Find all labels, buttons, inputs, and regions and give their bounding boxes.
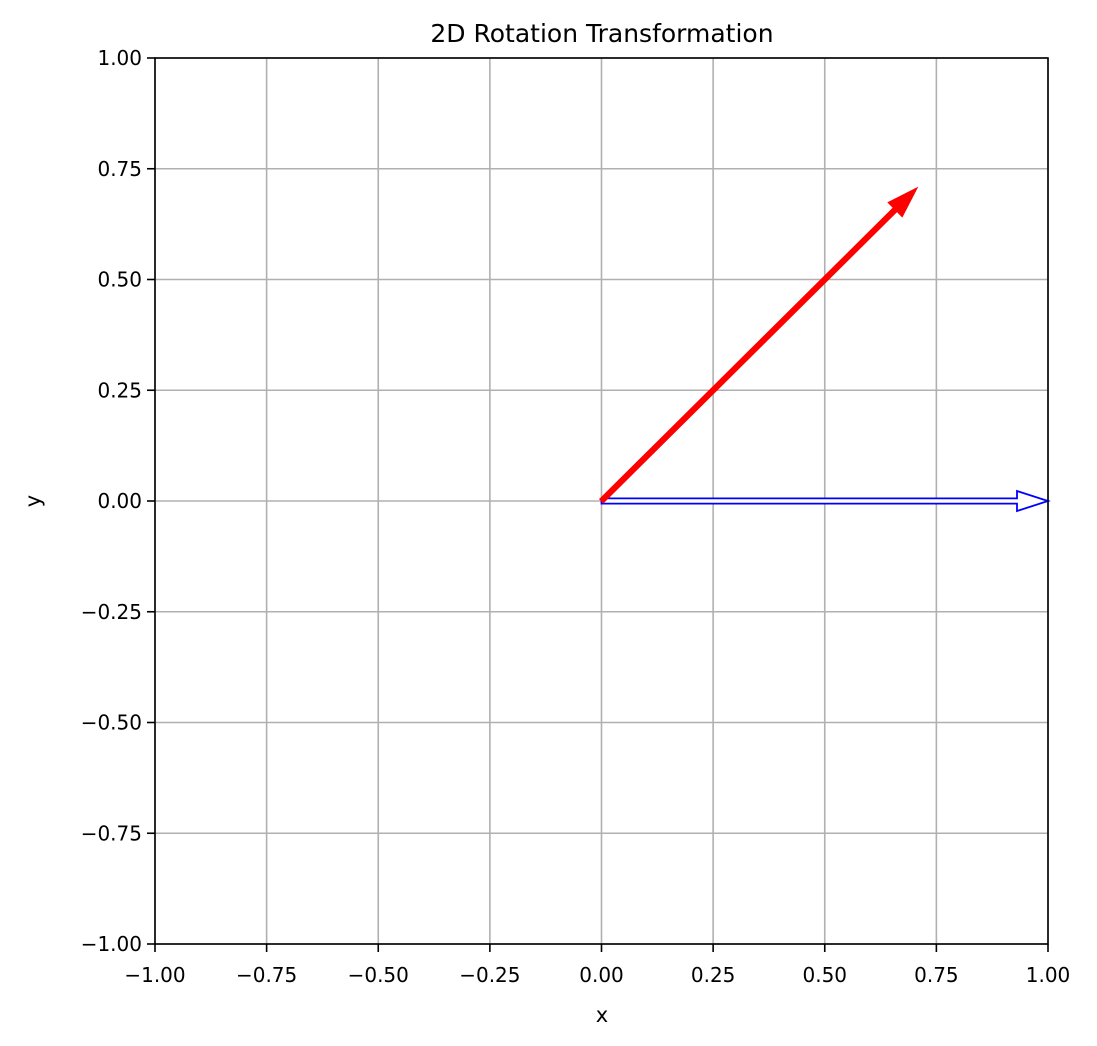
y-tick-label: 1.00 [97, 46, 142, 70]
vector-arrow-1 [600, 489, 1051, 513]
x-tick-label: 0.25 [691, 963, 736, 987]
y-tick-label: −0.25 [81, 600, 142, 624]
ticks: −1.00 −1.00 −0.75 −0.75 −0.50 −0.50 −0.25 −0.25… [81, 46, 1071, 987]
x-tick-label: −0.50 [348, 963, 409, 987]
x-tick-label: −1.00 [124, 963, 185, 987]
vectors [598, 186, 1051, 513]
y-tick-label: −0.75 [81, 821, 142, 845]
x-tick-label: −0.25 [459, 963, 520, 987]
chart-title: 2D Rotation Transformation [430, 19, 773, 48]
x-tick-label: −0.75 [236, 963, 297, 987]
y-tick-label: 0.00 [97, 489, 142, 513]
x-tick-label: 1.00 [1026, 963, 1071, 987]
y-tick-label: 0.50 [97, 268, 142, 292]
y-tick-label: 0.75 [97, 157, 142, 181]
y-axis-label: y [21, 495, 45, 507]
x-axis-label: x [596, 1003, 608, 1027]
x-tick-label: 0.50 [802, 963, 847, 987]
y-tick-label: 0.25 [97, 378, 142, 402]
x-tick-label: 0.75 [914, 963, 959, 987]
y-tick-label: −1.00 [81, 932, 142, 956]
vector-arrow-2 [598, 186, 919, 504]
x-tick-label: 0.00 [579, 963, 624, 987]
y-tick-label: −0.50 [81, 711, 142, 735]
